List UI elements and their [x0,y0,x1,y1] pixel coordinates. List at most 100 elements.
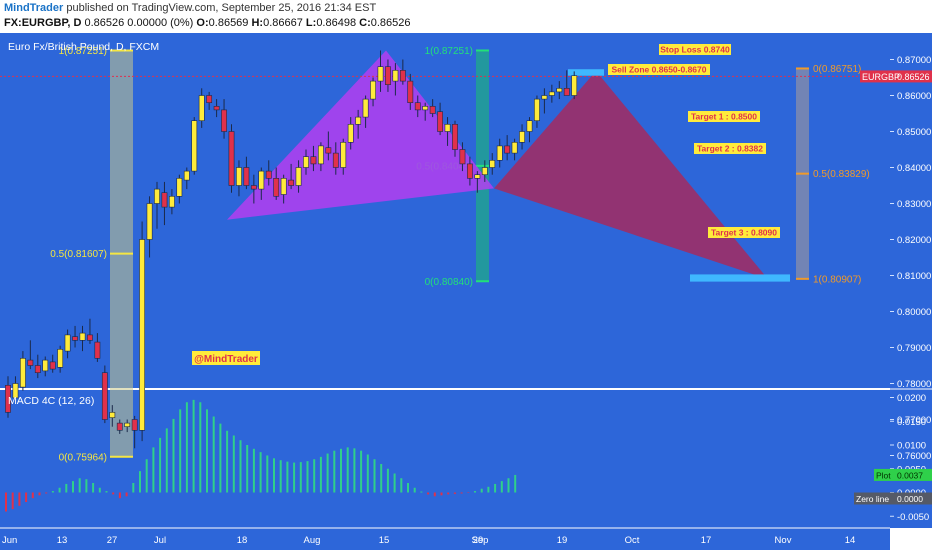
candle-up [347,124,354,143]
candle-up [139,239,145,431]
candle-up [42,359,49,372]
candle-up [258,170,265,190]
zero-tag-label: Zero line [856,494,889,504]
x-tick-label: 27 [107,535,118,546]
candle-down [414,102,421,111]
price-tag-value: 0.86526 [897,72,930,82]
chart-canvas[interactable]: 0.87000 0.86000 0.85000 0.84000 0.83000 0.820… [0,33,932,550]
fib-right-label: 0(0.86751) [813,64,861,75]
fib-mid-label: 1(0.87251) [425,46,473,57]
candle-down [213,106,220,111]
candle-down [452,124,458,150]
plot-tag-label: Plot [876,470,891,480]
y-tick-label: 0.79000 [897,343,931,354]
candle-up [340,142,347,168]
candle-up [526,120,533,132]
y-tick-label: 0.86000 [897,91,931,102]
candle-up [176,178,183,197]
x-tick-label: 19 [557,535,568,546]
candle-up [511,142,518,154]
macd-y-tick-label: -0.0050 [897,512,929,523]
open-label: O: [196,17,209,29]
publish-line: MindTrader published on TradingView.com,… [4,2,376,14]
x-tick-label: 13 [57,535,68,546]
x-tick-label: 17 [701,535,712,546]
y-tick-label: 0.85000 [897,127,931,138]
quote-line: FX:EURGBP, D 0.86526 0.00000 (0%) O: 0.86… [4,17,411,29]
candle-down [49,361,56,370]
high-label: H: [251,17,264,29]
fib-left-label: 0(0.75964) [59,452,107,463]
target1-label: Target 1 : 0.8500 [691,112,757,122]
candle-up [183,170,190,181]
macd-title: MACD 4C (12, 26) [8,395,94,407]
x-tick-label: 15 [379,535,390,546]
candle-down [563,87,570,96]
close-value: 0.86526 [370,17,411,29]
candle-up [198,95,205,122]
symbol-label: FX:EURGBP, D [4,17,82,29]
candle-down [429,106,436,114]
candle-down [228,131,235,186]
candle-down [310,156,317,165]
price-pane [0,33,890,388]
zero-tag-value: 0.0000 [897,494,923,504]
candle-up [548,91,555,96]
candle-down [221,109,227,132]
candle-up [519,131,525,143]
candle-up [124,422,131,428]
sell-zone-label-box [608,64,710,75]
high-value: 0.86667 [263,17,303,29]
candle-up [556,87,563,93]
candle-up [79,332,86,341]
candle-up [19,357,26,388]
fib-right-label: 1(0.80907) [813,274,861,285]
candle-down [34,365,41,373]
target2-label: Target 2 : 0.8382 [697,144,763,154]
publish-info: published on TradingView.com, September … [66,2,377,14]
candle-up [377,66,384,82]
candle-down [332,152,339,168]
close-label: C: [359,17,371,29]
candle-down [243,167,250,186]
candle-up [392,69,399,82]
y-tick-label: 0.82000 [897,235,931,246]
target3-label: Target 3 : 0.8090 [711,228,777,238]
candle-up [370,80,376,100]
candle-up [481,167,488,175]
candle-up [571,75,578,96]
candle-down [504,145,511,154]
low-value: 0.86498 [316,17,357,29]
x-tick-label: Jun [2,535,17,546]
quote-change: 0.86526 0.00000 (0%) [84,17,194,29]
x-tick-label: 14 [845,535,856,546]
candle-up [191,120,198,172]
candle-down [385,66,391,86]
x-tick-label: Aug [304,535,321,546]
fib-left-label: 0.5(0.81607) [50,249,107,260]
candle-down [94,341,101,359]
candle-up [362,98,369,118]
candle-down [288,179,294,186]
fib-mid-label: 0(0.80840) [425,277,473,288]
x-tick-label: Oct [625,535,640,546]
candle-up [109,411,116,418]
target2-label-box [694,143,766,154]
fib-right-label: 0.5(0.83829) [813,169,870,180]
candle-up [541,95,548,100]
zero-tag-box [854,492,932,505]
plot-tag-box [874,468,932,481]
watermark-box [192,351,260,365]
plot-tag-value: 0.0037 [897,470,923,480]
target3-box [690,274,790,282]
candle-down [27,359,34,366]
chart-header: MindTrader published on TradingView.com,… [0,0,932,33]
candle-down [250,185,257,190]
harmonic-bcd-triangle [494,71,768,280]
author-link[interactable]: MindTrader [4,2,64,14]
y-tick-label: 0.80000 [897,307,931,318]
x-tick-label: Jul [154,535,166,546]
candle-up [64,334,71,352]
sell-zone-box [568,69,604,76]
y-tick-label: 0.77000 [897,415,931,426]
